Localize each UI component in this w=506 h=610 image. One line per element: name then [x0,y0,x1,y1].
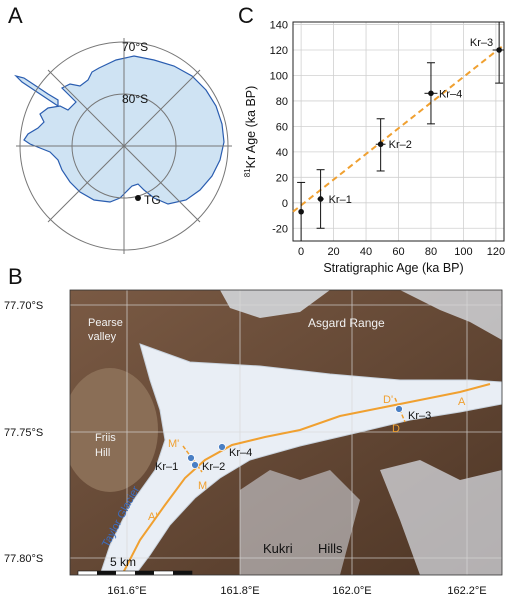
panel-label-b: B [8,264,23,289]
label-d-prime: D' [383,394,393,406]
lon-label-1: 161.6°E [107,585,146,597]
data-point [317,196,324,202]
data-point [428,90,434,97]
label-hills: Hills [318,541,343,556]
site-marker-tg [135,195,141,201]
label-m-prime: M' [168,438,179,450]
y-tick-label: 40 [276,147,288,159]
label-valley: valley [88,331,117,343]
point-label: Kr–1 [329,194,352,206]
meridian-lines [16,38,232,254]
y-tick-label: 100 [270,70,288,82]
sample-marker-kr1 [187,454,195,462]
snow-patch-north [220,290,330,318]
lon-label-4: 162.2°E [447,585,486,597]
x-tick-label: 80 [425,246,437,258]
map-frame [69,289,503,576]
taylor-glacier-ice [99,343,502,575]
data-point [377,141,384,148]
chart-plot-group: 0 20 40 60 80 100 120 -20 0 20 40 60 80 100 120 140 Stra… [243,20,505,275]
cross-section-m [182,445,203,473]
x-tick-label: 60 [392,246,404,258]
lat-label-2: 77.75°S [4,427,43,439]
plot-frame [292,21,505,242]
x-tick-label: 0 [298,246,304,258]
antarctica-map: TG 70°S 80°S [14,38,232,254]
x-tick-label: 40 [360,246,372,258]
data-point [496,47,502,53]
sample-marker-kr3 [395,405,403,413]
data-point [298,208,304,215]
label-pearse: Pearse [88,317,123,329]
panel-label-c: C [238,3,254,28]
x-axis-label: Stratigraphic Age (ka BP) [323,261,463,275]
y-tick-label: 140 [270,20,288,32]
y-tick-label: 80 [276,96,288,108]
y-tick-label: 20 [276,172,288,184]
panel-label-a: A [8,3,23,28]
fit-line [292,44,505,213]
label-hill: Hill [95,447,110,459]
profile-line-a [121,383,491,575]
y-tick-label: 120 [270,45,288,57]
lat-label-3: 77.80°S [4,553,43,565]
label-kr3: Kr–3 [408,410,431,422]
y-tick-label: -20 [272,223,288,235]
site-label-tg: TG [144,193,161,207]
y-tick-label: 60 [276,121,288,133]
map-graticule [70,290,502,575]
scale-bar [77,570,193,575]
y-axis-label: 81Kr Age (ka BP) [243,86,258,178]
point-label: Kr–2 [389,139,412,151]
lon-label-2: 161.8°E [220,585,259,597]
label-friis: Friis [95,432,116,444]
label-kr4: Kr–4 [229,447,252,459]
point-label: Kr–3 [470,37,493,49]
lon-label-3: 162.0°E [332,585,371,597]
x-tick-label: 20 [327,246,339,258]
antarctic-peninsula [14,74,59,108]
label-kr1: Kr–1 [155,461,178,473]
point-label: Kr–4 [439,88,462,100]
snow-patch-kukri [240,470,360,575]
x-tick-label: 100 [454,246,472,258]
x-tick-label: 120 [487,246,505,258]
sample-marker-kr2 [191,461,199,469]
snow-patch-northeast [400,290,502,340]
label-a-prime: A' [148,511,157,523]
kr-age-chart: 0 20 40 60 80 100 120 -20 0 20 40 60 80 100 120 140 Stra… [243,20,505,275]
lat-label-1: 77.70°S [4,300,43,312]
snow-patch-southeast [380,460,502,575]
label-a: A [458,396,466,408]
label-kukri: Kukri [263,541,293,556]
label-kr2: Kr–2 [202,461,225,473]
label-d: D [392,423,400,435]
scale-label: 5 km [110,555,136,569]
friis-hill-terrain [70,368,158,492]
label-asgard-range: Asgard Range [308,316,385,330]
lat-label-80s: 80°S [122,92,148,106]
sample-marker-kr4 [218,443,226,451]
label-m: M [198,480,207,492]
y-tick-label: 0 [282,198,288,210]
lat-label-70s: 70°S [122,40,148,54]
